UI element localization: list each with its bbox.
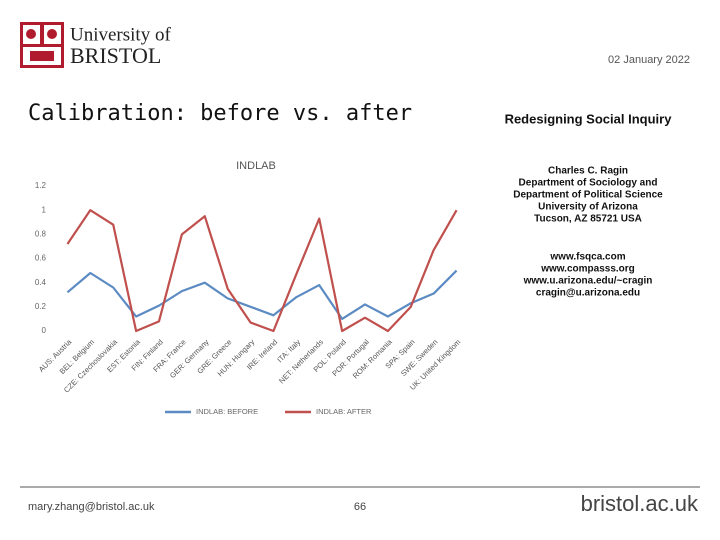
side-line: Department of Political Science — [513, 190, 663, 201]
y-tick-label: 0.2 — [35, 302, 47, 311]
logo-crest — [20, 22, 64, 68]
y-tick-label: 1 — [42, 205, 47, 214]
side-link: www.fsqca.com — [549, 252, 625, 263]
footer-site: bristol.ac.uk — [581, 491, 699, 516]
legend-label: INDLAB: BEFORE — [196, 407, 258, 416]
y-tick-label: 0.4 — [35, 278, 47, 287]
date: 02 January 2022 — [608, 54, 690, 66]
y-tick-label: 0 — [42, 326, 47, 335]
page-number: 66 — [354, 501, 366, 513]
logo-line1: University of — [70, 24, 171, 45]
y-tick-label: 0.8 — [35, 229, 47, 238]
legend-label: INDLAB: AFTER — [316, 407, 372, 416]
side-line: Tucson, AZ 85721 USA — [534, 214, 642, 225]
series-line — [66, 209, 458, 333]
side-link: www.compasss.org — [540, 264, 635, 275]
side-title: Redesigning Social Inquiry — [505, 111, 673, 126]
logo-line2: BRISTOL — [70, 43, 161, 68]
side-line: University of Arizona — [538, 202, 638, 213]
series-line — [66, 269, 458, 321]
side-panel: Redesigning Social Inquiry Charles C. Ra… — [505, 111, 673, 298]
side-link: www.u.arizona.edu/~cragin — [523, 276, 653, 287]
y-tick-label: 0.6 — [35, 254, 47, 263]
footer-email: mary.zhang@bristol.ac.uk — [28, 501, 155, 513]
slide-title: Calibration: before vs. after — [28, 101, 412, 126]
side-line: Department of Sociology and — [519, 178, 658, 189]
chart-title: INDLAB — [236, 160, 276, 172]
y-tick-label: 1.2 — [35, 181, 47, 190]
side-link: cragin@u.arizona.edu — [536, 288, 640, 299]
side-line: Charles C. Ragin — [548, 166, 628, 177]
